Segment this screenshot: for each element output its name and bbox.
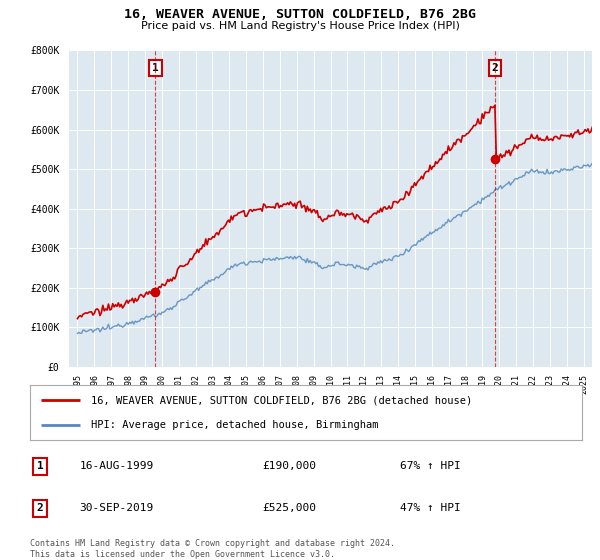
Text: 2: 2 [492, 63, 499, 73]
Text: Price paid vs. HM Land Registry's House Price Index (HPI): Price paid vs. HM Land Registry's House … [140, 21, 460, 31]
Text: 2: 2 [37, 503, 43, 514]
Text: 16, WEAVER AVENUE, SUTTON COLDFIELD, B76 2BG: 16, WEAVER AVENUE, SUTTON COLDFIELD, B76… [124, 8, 476, 21]
Text: £190,000: £190,000 [262, 461, 316, 472]
Text: Contains HM Land Registry data © Crown copyright and database right 2024.
This d: Contains HM Land Registry data © Crown c… [30, 539, 395, 559]
Text: 1: 1 [37, 461, 43, 472]
Text: 16-AUG-1999: 16-AUG-1999 [80, 461, 154, 472]
Text: 16, WEAVER AVENUE, SUTTON COLDFIELD, B76 2BG (detached house): 16, WEAVER AVENUE, SUTTON COLDFIELD, B76… [91, 395, 472, 405]
Text: HPI: Average price, detached house, Birmingham: HPI: Average price, detached house, Birm… [91, 421, 378, 430]
Text: £525,000: £525,000 [262, 503, 316, 514]
Text: 1: 1 [152, 63, 159, 73]
Text: 67% ↑ HPI: 67% ↑ HPI [400, 461, 461, 472]
Text: 47% ↑ HPI: 47% ↑ HPI [400, 503, 461, 514]
Text: 30-SEP-2019: 30-SEP-2019 [80, 503, 154, 514]
